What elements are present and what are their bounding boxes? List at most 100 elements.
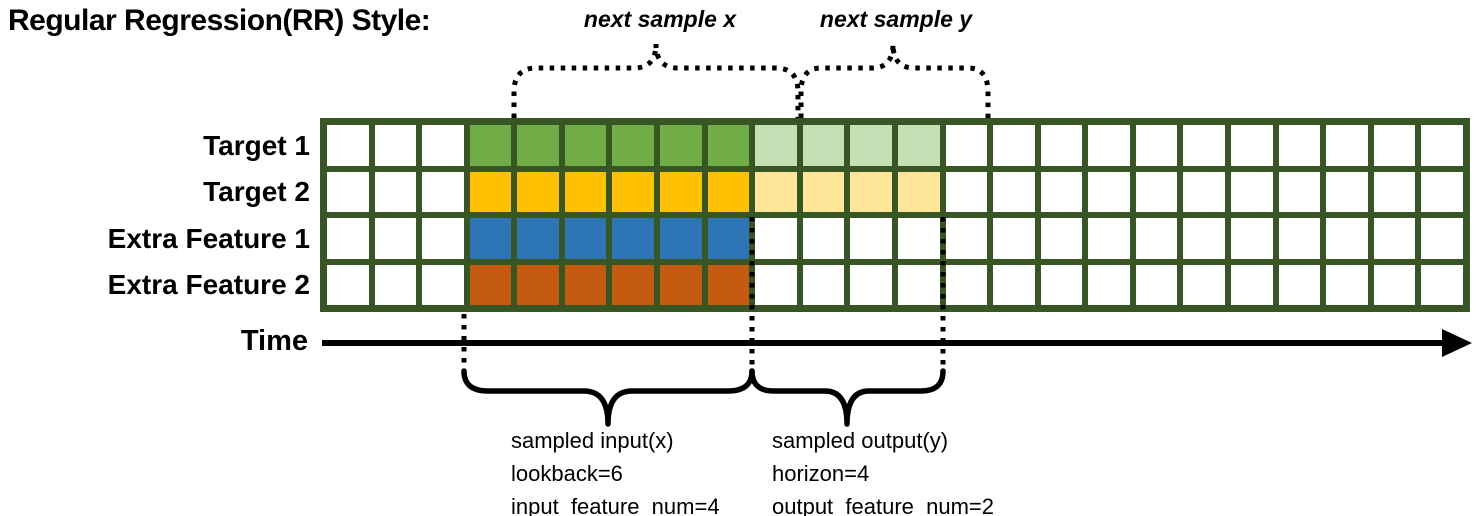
grid-cell xyxy=(660,218,702,259)
grid-cell xyxy=(1278,264,1321,305)
grid-cell xyxy=(422,264,464,305)
grid-cell xyxy=(897,171,940,212)
grid-cell xyxy=(1088,125,1130,166)
grid-cell xyxy=(945,171,988,212)
sampled-output-annotation: sampled output(y) horizon=4 output_featu… xyxy=(772,424,994,516)
grid-cell xyxy=(707,218,750,259)
grid-cell xyxy=(897,125,940,166)
grid-cell xyxy=(660,171,702,212)
grid-cell xyxy=(755,264,797,305)
grid-cell xyxy=(897,218,940,259)
grid-cell xyxy=(802,171,845,212)
grid-cell xyxy=(802,125,845,166)
grid-cell xyxy=(1326,171,1368,212)
grid-cell xyxy=(1421,125,1463,166)
grid-cell xyxy=(1088,218,1130,259)
grid-cell xyxy=(517,218,559,259)
grid-cell xyxy=(422,218,464,259)
grid-cell xyxy=(755,171,797,212)
grid-cell xyxy=(993,125,1035,166)
grid-cell xyxy=(469,264,512,305)
row-label-extra-feature-2: Extra Feature 2 xyxy=(107,269,310,300)
grid-cell xyxy=(1278,218,1321,259)
grid-cell xyxy=(564,264,607,305)
time-axis-label: Time xyxy=(240,325,308,357)
grid-cell xyxy=(1231,171,1273,212)
grid-cell xyxy=(327,264,369,305)
grid-cell xyxy=(707,264,750,305)
grid-cell xyxy=(993,264,1035,305)
grid-cell xyxy=(422,125,464,166)
grid-cell xyxy=(612,171,655,212)
grid-cell xyxy=(945,264,988,305)
grid-cell xyxy=(1326,218,1368,259)
grid-cell xyxy=(1231,125,1273,166)
grid-cell xyxy=(1040,171,1083,212)
grid-cell xyxy=(1373,171,1416,212)
grid-cell xyxy=(612,125,655,166)
grid-cell xyxy=(1135,125,1178,166)
grid-cell xyxy=(945,218,988,259)
grid-cell xyxy=(1183,125,1226,166)
grid-cell xyxy=(374,171,417,212)
grid-cell xyxy=(850,125,892,166)
sampled-input-annotation: sampled input(x) lookback=6 input_featur… xyxy=(511,424,720,516)
sampled-output-brace xyxy=(749,368,946,427)
grid-cell xyxy=(1278,171,1321,212)
grid-cell xyxy=(945,125,988,166)
grid-cell xyxy=(327,218,369,259)
grid-cell xyxy=(850,218,892,259)
grid-cell xyxy=(897,264,940,305)
diagram-title: Regular Regression(RR) Style: xyxy=(8,4,431,37)
sampled-output-line2: horizon=4 xyxy=(772,461,870,486)
grid-cell xyxy=(755,218,797,259)
grid-cell xyxy=(802,264,845,305)
grid-cell xyxy=(469,171,512,212)
grid-cell xyxy=(850,171,892,212)
grid-cell xyxy=(1231,264,1273,305)
grid-cell xyxy=(564,125,607,166)
grid-cell xyxy=(1326,125,1368,166)
grid-cell xyxy=(660,125,702,166)
grid-cell xyxy=(1373,264,1416,305)
sampled-input-line3: input_feature_num=4 xyxy=(511,494,720,516)
sampled-output-line1: sampled output(y) xyxy=(772,428,949,453)
grid-cell xyxy=(612,264,655,305)
grid-cell xyxy=(1088,264,1130,305)
sampled-output-line3: output_feature_num=2 xyxy=(772,494,995,516)
row-label-extra-feature-1: Extra Feature 1 xyxy=(107,223,310,254)
sampled-input-line2: lookback=6 xyxy=(511,461,623,486)
grid-cell xyxy=(1040,264,1083,305)
grid-cell xyxy=(564,171,607,212)
grid-cell xyxy=(993,171,1035,212)
grid-cell xyxy=(1183,171,1226,212)
row-label-target-2: Target 2 xyxy=(203,176,310,207)
grid-cell xyxy=(327,125,369,166)
grid-cell xyxy=(1421,218,1463,259)
grid-cell xyxy=(1231,218,1273,259)
grid-cell xyxy=(1135,218,1178,259)
grid-cell xyxy=(802,218,845,259)
grid-cell xyxy=(469,218,512,259)
sample-grid xyxy=(320,118,1470,312)
grid-cell xyxy=(707,125,750,166)
grid-cell xyxy=(612,218,655,259)
grid-cell xyxy=(850,264,892,305)
grid-cell xyxy=(327,171,369,212)
grid-cell xyxy=(1421,264,1463,305)
grid-cell xyxy=(517,171,559,212)
grid-cell xyxy=(564,218,607,259)
grid-cell xyxy=(1326,264,1368,305)
grid-cell xyxy=(1183,218,1226,259)
grid-cell xyxy=(1278,125,1321,166)
grid-cell xyxy=(1135,171,1178,212)
grid-cell xyxy=(1040,125,1083,166)
grid-cell xyxy=(1421,171,1463,212)
grid-cell xyxy=(374,218,417,259)
grid-cell xyxy=(374,264,417,305)
grid-cell xyxy=(517,264,559,305)
grid-cell xyxy=(1135,264,1178,305)
grid-cell xyxy=(755,125,797,166)
grid-cell xyxy=(469,125,512,166)
